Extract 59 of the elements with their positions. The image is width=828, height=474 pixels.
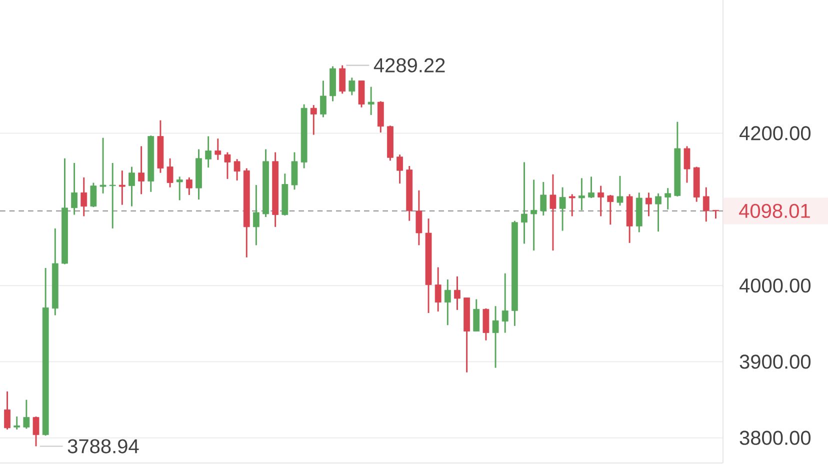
candlestick — [646, 192, 652, 217]
candlestick — [702, 186, 710, 222]
candlestick — [71, 162, 78, 216]
candlestick — [550, 174, 556, 252]
candlestick — [434, 266, 442, 312]
candlestick — [616, 175, 624, 206]
ref-line-label: 4098.01 — [739, 204, 810, 218]
y-tick-label: 3900.00 — [740, 354, 811, 369]
candlestick — [118, 170, 126, 206]
candlestick — [166, 158, 174, 188]
candlestick — [492, 305, 499, 369]
candlestick — [578, 177, 585, 211]
candlestick — [607, 194, 614, 226]
candlestick — [253, 184, 260, 246]
candlestick — [176, 176, 183, 201]
candlestick — [186, 176, 192, 196]
candlestick — [128, 166, 135, 208]
candlestick — [664, 187, 672, 210]
candlestick — [530, 178, 538, 252]
candlestick — [655, 192, 662, 232]
candlestick — [291, 152, 298, 190]
candlestick — [32, 416, 40, 448]
candlestick — [339, 64, 346, 94]
candlestick — [444, 278, 451, 326]
candlestick — [568, 193, 576, 217]
candlestick — [205, 136, 212, 168]
candlestick — [224, 152, 231, 180]
candlestick — [4, 390, 10, 430]
candlestick — [598, 185, 604, 217]
candlestick — [310, 104, 317, 136]
candlestick — [540, 181, 547, 216]
candlestick — [502, 272, 508, 334]
candlestick — [559, 186, 566, 232]
annotation: 4289.22 — [374, 58, 445, 72]
candlestick — [684, 145, 690, 184]
candlestick — [214, 138, 222, 161]
annotation: 3788.94 — [68, 439, 139, 454]
candlestick — [454, 276, 460, 311]
candlestick — [521, 161, 528, 244]
candlestick — [473, 298, 480, 332]
candlestick — [14, 416, 20, 430]
candlestick — [138, 145, 145, 195]
y-tick-label: 4200.00 — [740, 126, 811, 140]
candlestick — [100, 137, 106, 194]
candlestick — [320, 80, 326, 118]
candlestick — [23, 399, 30, 430]
candlestick — [396, 154, 403, 184]
candlestick — [234, 158, 240, 182]
candlestick — [90, 182, 97, 208]
candlestick — [358, 80, 365, 108]
candlestick — [348, 76, 356, 96]
candlestick — [482, 308, 490, 342]
candlestick — [80, 176, 88, 217]
y-tick-label: 4000.00 — [740, 278, 811, 293]
candlestick — [368, 86, 374, 116]
candlestick — [588, 176, 594, 199]
candlestick — [109, 162, 116, 230]
y-tick-label: 3800.00 — [740, 430, 811, 445]
candlestick — [416, 190, 422, 246]
